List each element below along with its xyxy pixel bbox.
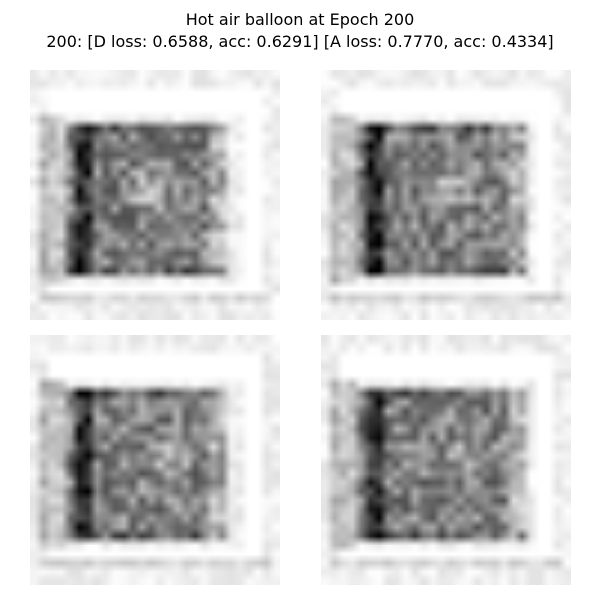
figure-title: Hot air balloon at Epoch 200 [185,10,415,29]
generated-sample-4 [321,335,571,585]
training-stats-line: 200: [D loss: 0.6588, acc: 0.6291] [A lo… [46,32,554,51]
generated-sample-2 [321,70,571,320]
generated-sample-1 [30,70,280,320]
generated-sample-3 [30,335,280,585]
